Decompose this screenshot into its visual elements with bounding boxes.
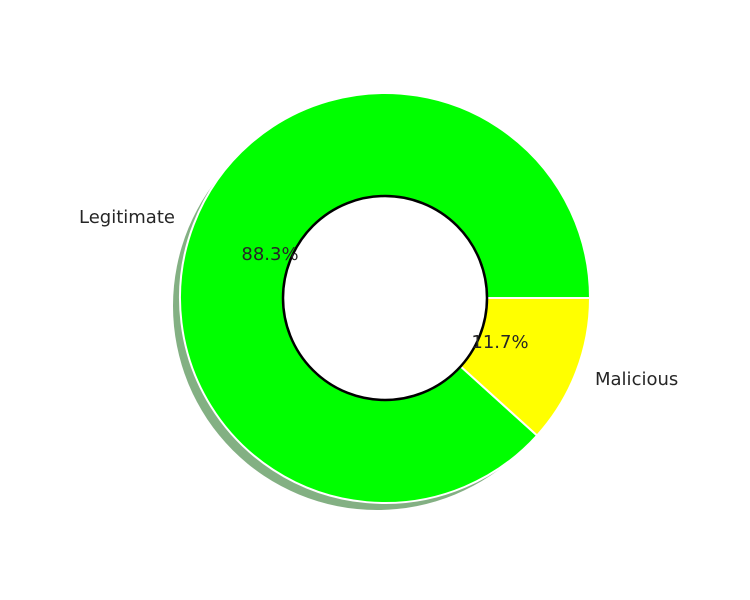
- pct-label-malicious: 11.7%: [471, 332, 528, 353]
- pct-label-legitimate: 88.3%: [241, 244, 298, 265]
- slice-label-malicious: Malicious: [595, 369, 678, 390]
- slice-label-legitimate: Legitimate: [79, 207, 175, 228]
- donut-hole: [281, 194, 489, 402]
